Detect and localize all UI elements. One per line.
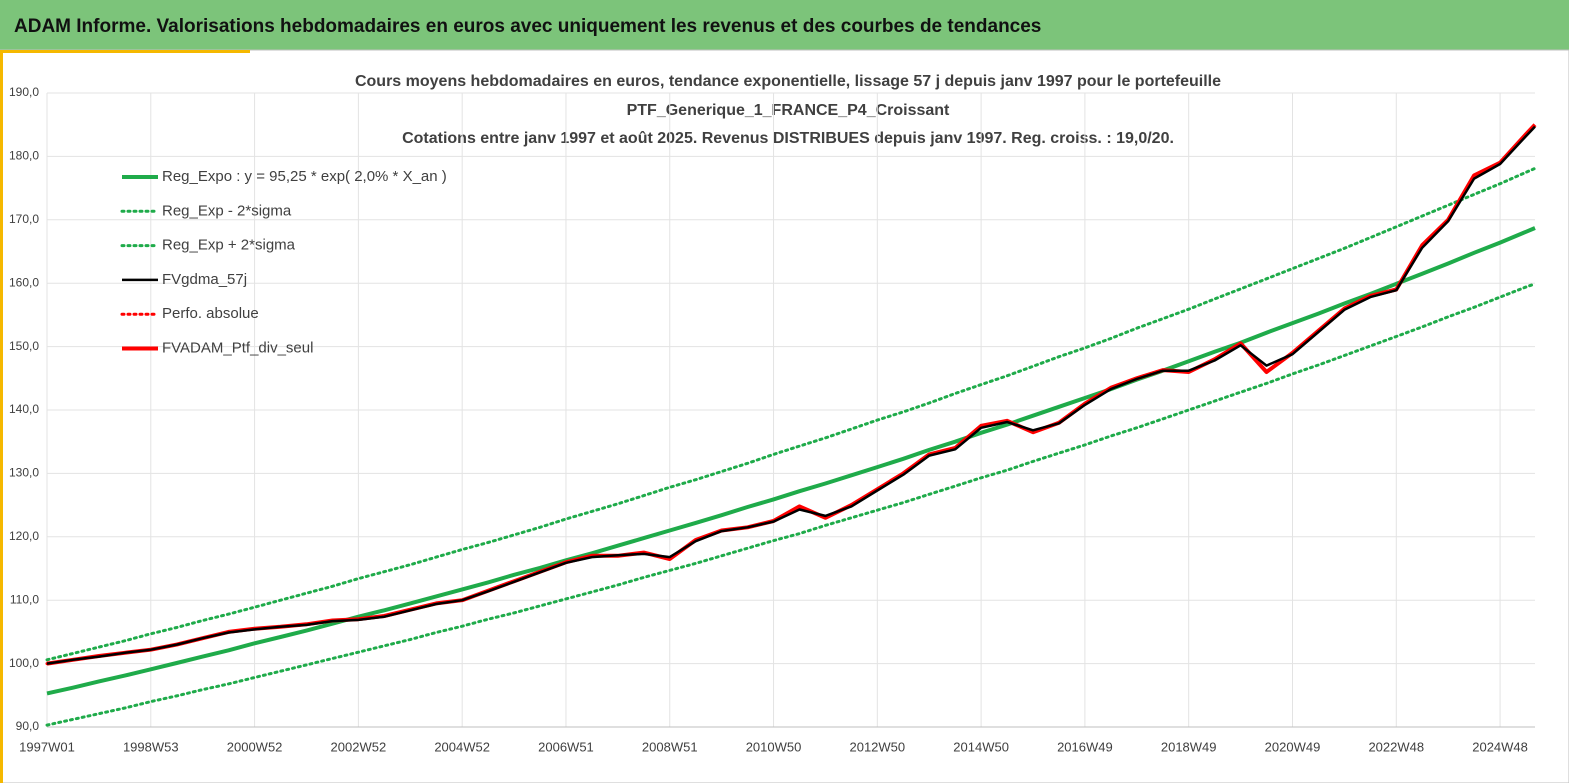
series-line bbox=[45, 282, 1537, 727]
chart-title: Cours moyens hebdomadaires en euros, ten… bbox=[355, 73, 1221, 90]
chart-frame bbox=[0, 49, 1569, 783]
series-line bbox=[45, 166, 1537, 662]
y-tick-label: 170,0 bbox=[9, 212, 39, 226]
x-tick-label: 2014W50 bbox=[953, 739, 1009, 754]
legend-label: FVgdma_57j bbox=[162, 271, 247, 288]
x-tick-label: 2004W52 bbox=[434, 739, 490, 754]
header-bar bbox=[0, 0, 1569, 50]
accent bbox=[0, 50, 250, 53]
y-tick-label: 150,0 bbox=[9, 339, 39, 353]
legend-label: Reg_Exp + 2*sigma bbox=[162, 237, 296, 254]
y-tick-label: 110,0 bbox=[10, 592, 39, 606]
x-tick-label: 2016W49 bbox=[1057, 739, 1113, 754]
y-tick-label: 100,0 bbox=[9, 656, 39, 670]
x-tick-label: 2010W50 bbox=[746, 739, 802, 754]
y-tick-label: 160,0 bbox=[9, 275, 39, 289]
x-tick-label: 2022W48 bbox=[1368, 739, 1424, 754]
y-tick-label: 90,0 bbox=[16, 719, 40, 733]
y-tick-label: 120,0 bbox=[9, 529, 39, 543]
x-tick-label: 1998W53 bbox=[123, 739, 179, 754]
x-tick-label: 2000W52 bbox=[227, 739, 283, 754]
chart-title: PTF_Generique_1_FRANCE_P4_Croissant bbox=[627, 102, 950, 119]
y-tick-label: 130,0 bbox=[9, 466, 39, 480]
legend-label: Reg_Exp - 2*sigma bbox=[162, 202, 292, 219]
legend-label: FVADAM_Ptf_div_seul bbox=[162, 339, 313, 356]
legend-label: Reg_Expo : y = 95,25 * exp( 2,0% * X_an … bbox=[162, 168, 447, 185]
x-tick-label: 2008W51 bbox=[642, 739, 698, 754]
x-tick-label: 1997W01 bbox=[19, 739, 75, 754]
page-title: ADAM Informe. Valorisations hebdomadaire… bbox=[14, 16, 1041, 37]
x-tick-label: 2002W52 bbox=[331, 739, 387, 754]
chart-title: Cotations entre janv 1997 et août 2025. … bbox=[402, 130, 1174, 147]
y-tick-label: 190,0 bbox=[9, 85, 39, 99]
x-tick-label: 2018W49 bbox=[1161, 739, 1217, 754]
series-line bbox=[46, 125, 1536, 665]
y-tick-label: 180,0 bbox=[9, 149, 39, 163]
x-tick-label: 2006W51 bbox=[538, 739, 594, 754]
x-tick-label: 2012W50 bbox=[849, 739, 905, 754]
legend-label: Perfo. absolue bbox=[162, 305, 259, 322]
y-tick-label: 140,0 bbox=[9, 402, 39, 416]
accent bbox=[0, 50, 3, 783]
x-tick-label: 2020W49 bbox=[1265, 739, 1321, 754]
series-line bbox=[46, 226, 1536, 696]
x-tick-label: 2024W48 bbox=[1472, 739, 1528, 754]
